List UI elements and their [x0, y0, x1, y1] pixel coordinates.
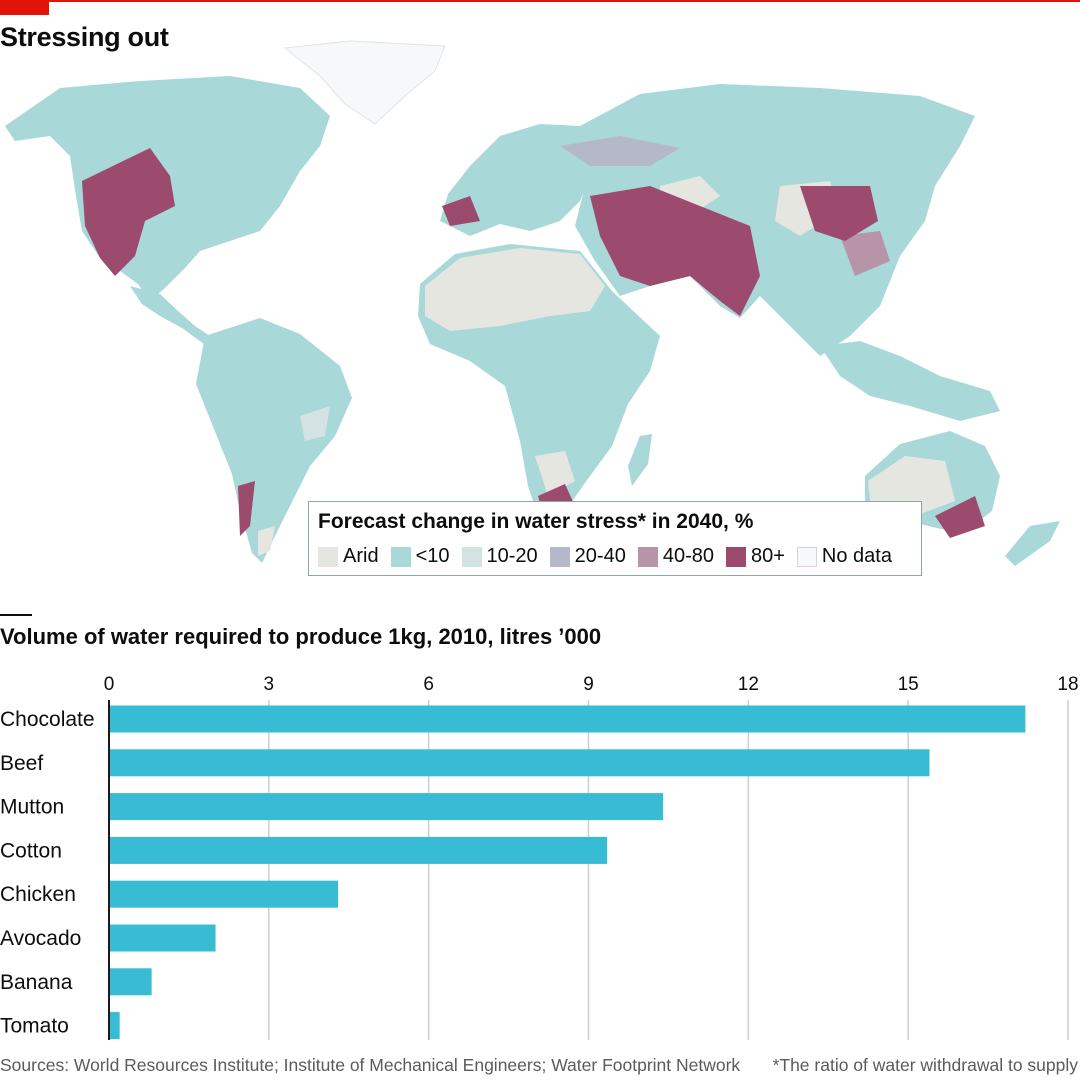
new-zealand-shape [1005, 521, 1060, 566]
moderate-stress-regions [300, 136, 890, 441]
legend-swatch-20-40 [549, 546, 570, 567]
legend-label-no-data: No data [821, 545, 892, 567]
category-label-banana: Banana [0, 971, 73, 994]
bar-avocado [109, 924, 216, 952]
stress-10-20-brazil [300, 406, 330, 441]
tick-label-3: 3 [264, 674, 275, 695]
legend-swatch-no-data [796, 546, 817, 567]
section-rule [0, 614, 32, 616]
stress-80-north-america [82, 148, 175, 276]
madagascar-shape [628, 434, 652, 486]
asia-shape [575, 84, 975, 356]
europe-shape [440, 124, 600, 236]
legend-label-under-10: <10 [415, 545, 450, 567]
chart-title: Stressing out [0, 22, 169, 52]
high-stress-regions [82, 148, 985, 538]
legend-swatch-under-10 [390, 546, 411, 567]
tick-label-12: 12 [738, 674, 759, 695]
footnote: *The ratio of water withdrawal to supply [772, 1055, 1078, 1075]
central-america-shape [130, 286, 210, 344]
sources-note: Sources: World Resources Institute; Inst… [0, 1055, 741, 1075]
legend-item-10-20: 10-20 [461, 545, 538, 568]
south-america-shape [196, 318, 352, 563]
category-label-mutton: Mutton [0, 796, 64, 819]
legend-items: Arid <10 10-20 20-40 40-80 80+ No data [318, 545, 892, 568]
legend-swatch-40-80 [637, 546, 658, 567]
bar-chart-title: Volume of water required to produce 1kg,… [0, 624, 602, 649]
legend-title: Forecast change in water stress* in 2040… [318, 510, 754, 533]
tick-label-18: 18 [1057, 674, 1078, 695]
stress-20-40-russia [560, 136, 680, 166]
bar-cotton [109, 836, 608, 864]
tick-label-6: 6 [423, 674, 434, 695]
bar-mutton [109, 793, 664, 821]
top-accent-rule [0, 0, 1080, 2]
greenland-shape [283, 40, 446, 125]
stress-80-australia [935, 496, 985, 538]
stress-40-80-china [840, 231, 890, 276]
arid-sahara [425, 248, 605, 331]
legend-item-arid: Arid [318, 545, 379, 568]
category-label-chicken: Chicken [0, 883, 76, 906]
legend-swatch-10-20 [461, 546, 482, 567]
bar-beef [109, 749, 930, 777]
stress-80-china [800, 186, 878, 241]
legend-label-40-80: 40-80 [662, 545, 714, 567]
legend-item-20-40: 20-40 [549, 545, 626, 568]
maritime-asia-shape [820, 341, 1000, 421]
world-water-stress-map [5, 40, 1060, 566]
tick-label-9: 9 [583, 674, 594, 695]
legend-item-80-plus: 80+ [725, 545, 785, 568]
bar-tomato [109, 1012, 120, 1040]
stress-80-iberia [442, 196, 480, 226]
category-label-cotton: Cotton [0, 839, 62, 862]
bar-chicken [109, 880, 339, 908]
stress-80-chile [238, 481, 255, 536]
legend-item-40-80: 40-80 [637, 545, 714, 568]
category-label-tomato: Tomato [0, 1015, 69, 1038]
legend-item-under-10: <10 [390, 545, 450, 568]
category-label-avocado: Avocado [0, 927, 81, 950]
brand-tag [0, 0, 49, 15]
legend-swatch-80-plus [725, 546, 746, 567]
bar-chocolate [109, 705, 1026, 733]
bar-banana [109, 968, 152, 996]
arid-patagonia [258, 526, 275, 556]
category-label-beef: Beef [0, 752, 43, 775]
legend-label-10-20: 10-20 [486, 545, 538, 567]
category-label-chocolate: Chocolate [0, 708, 95, 731]
stress-80-middle-east [590, 186, 760, 316]
map-legend: Forecast change in water stress* in 2040… [308, 501, 922, 576]
tick-label-0: 0 [104, 674, 115, 695]
water-volume-bar-chart: 0 3 6 9 12 15 18 Chocolate Beef Mutton Cotton Chick… [0, 674, 1079, 1040]
legend-swatch-arid [318, 546, 338, 567]
legend-label-20-40: 20-40 [574, 545, 626, 567]
legend-label-arid: Arid [343, 545, 379, 567]
tick-label-15: 15 [898, 674, 919, 695]
legend-item-no-data: No data [796, 545, 892, 568]
legend-label-80-plus: 80+ [750, 545, 785, 567]
